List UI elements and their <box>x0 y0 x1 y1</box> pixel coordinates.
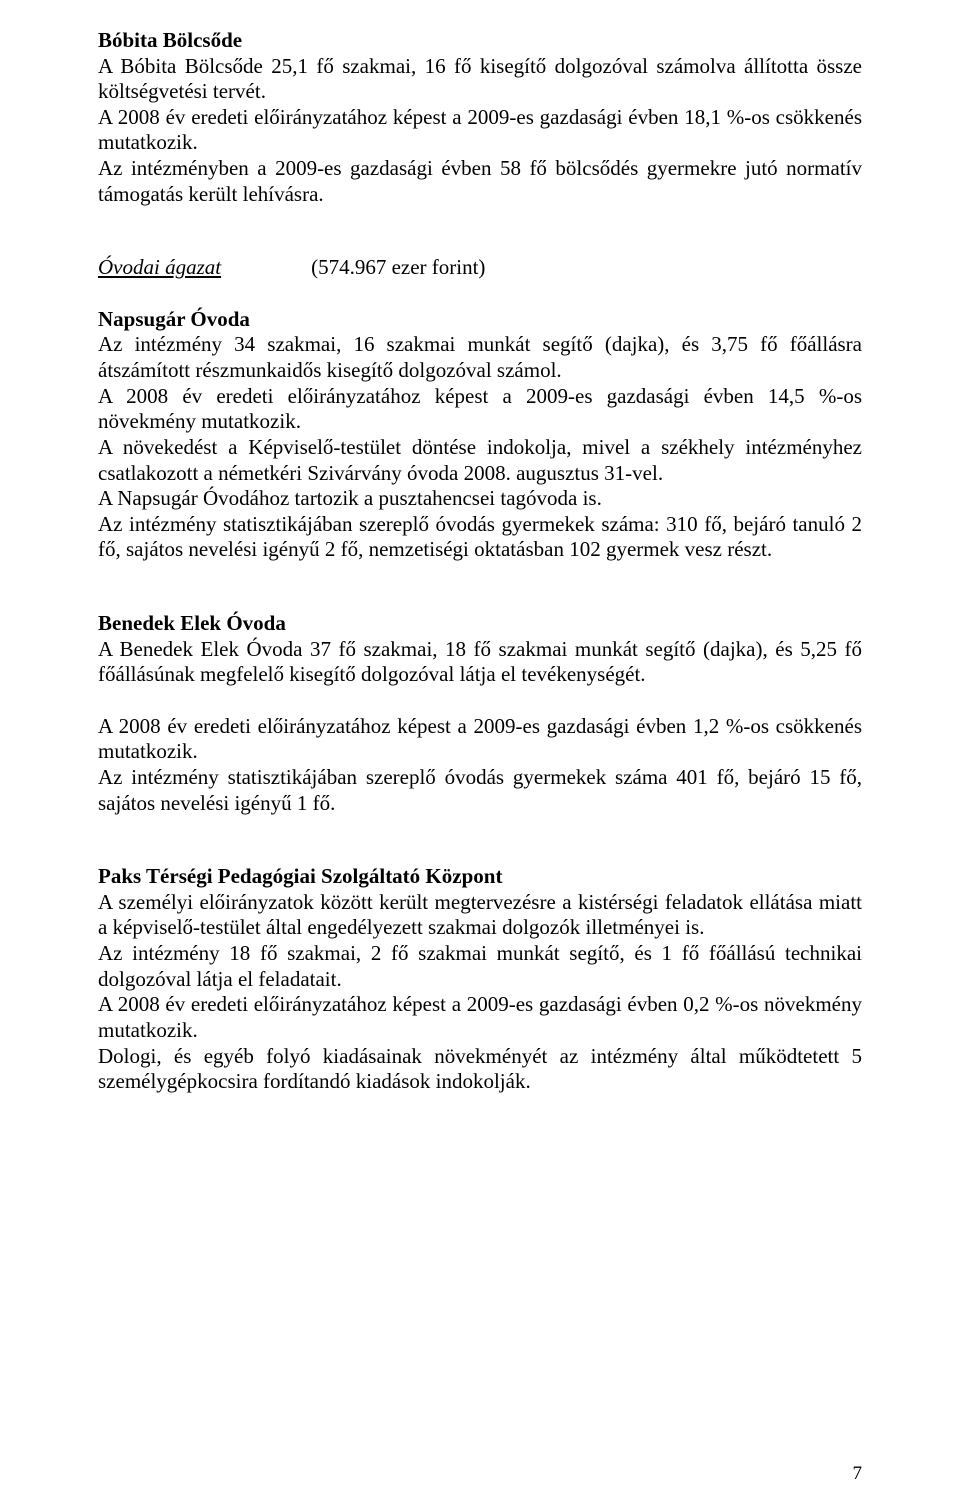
page-number: 7 <box>853 1462 863 1485</box>
benedek-title: Benedek Elek Óvoda <box>98 611 862 637</box>
paks-p1: A személyi előirányzatok között került m… <box>98 890 862 941</box>
paks-p4: Dologi, és egyéb folyó kiadásainak növek… <box>98 1044 862 1095</box>
benedek-p3: Az intézmény statisztikájában szereplő ó… <box>98 765 862 816</box>
bobita-p2: A 2008 év eredeti előirányzatához képest… <box>98 105 862 156</box>
ovodai-row: Óvodai ágazat (574.967 ezer forint) <box>98 255 862 281</box>
document-page: Bóbita Bölcsőde A Bóbita Bölcsőde 25,1 f… <box>0 0 960 1507</box>
napsugar-p5: Az intézmény statisztikájában szereplő ó… <box>98 512 862 563</box>
ovodai-amount: (574.967 ezer forint) <box>311 255 485 281</box>
paks-p2: Az intézmény 18 fő szakmai, 2 fő szakmai… <box>98 941 862 992</box>
paks-p3: A 2008 év eredeti előirányzatához képest… <box>98 992 862 1043</box>
napsugar-p2: A 2008 év eredeti előirányzatához képest… <box>98 384 862 435</box>
benedek-p2: A 2008 év eredeti előirányzatához képest… <box>98 714 862 765</box>
bobita-p3: Az intézményben a 2009-es gazdasági évbe… <box>98 156 862 207</box>
napsugar-p4: A Napsugár Óvodához tartozik a pusztahen… <box>98 486 862 512</box>
paks-title: Paks Térségi Pedagógiai Szolgáltató Közp… <box>98 864 862 890</box>
bobita-title: Bóbita Bölcsőde <box>98 28 862 54</box>
napsugar-p3: A növekedést a Képviselő-testület döntés… <box>98 435 862 486</box>
napsugar-p1: Az intézmény 34 szakmai, 16 szakmai munk… <box>98 332 862 383</box>
napsugar-title: Napsugár Óvoda <box>98 307 862 333</box>
ovodai-label: Óvodai ágazat <box>98 255 221 281</box>
bobita-p1: A Bóbita Bölcsőde 25,1 fő szakmai, 16 fő… <box>98 54 862 105</box>
benedek-p1: A Benedek Elek Óvoda 37 fő szakmai, 18 f… <box>98 637 862 688</box>
